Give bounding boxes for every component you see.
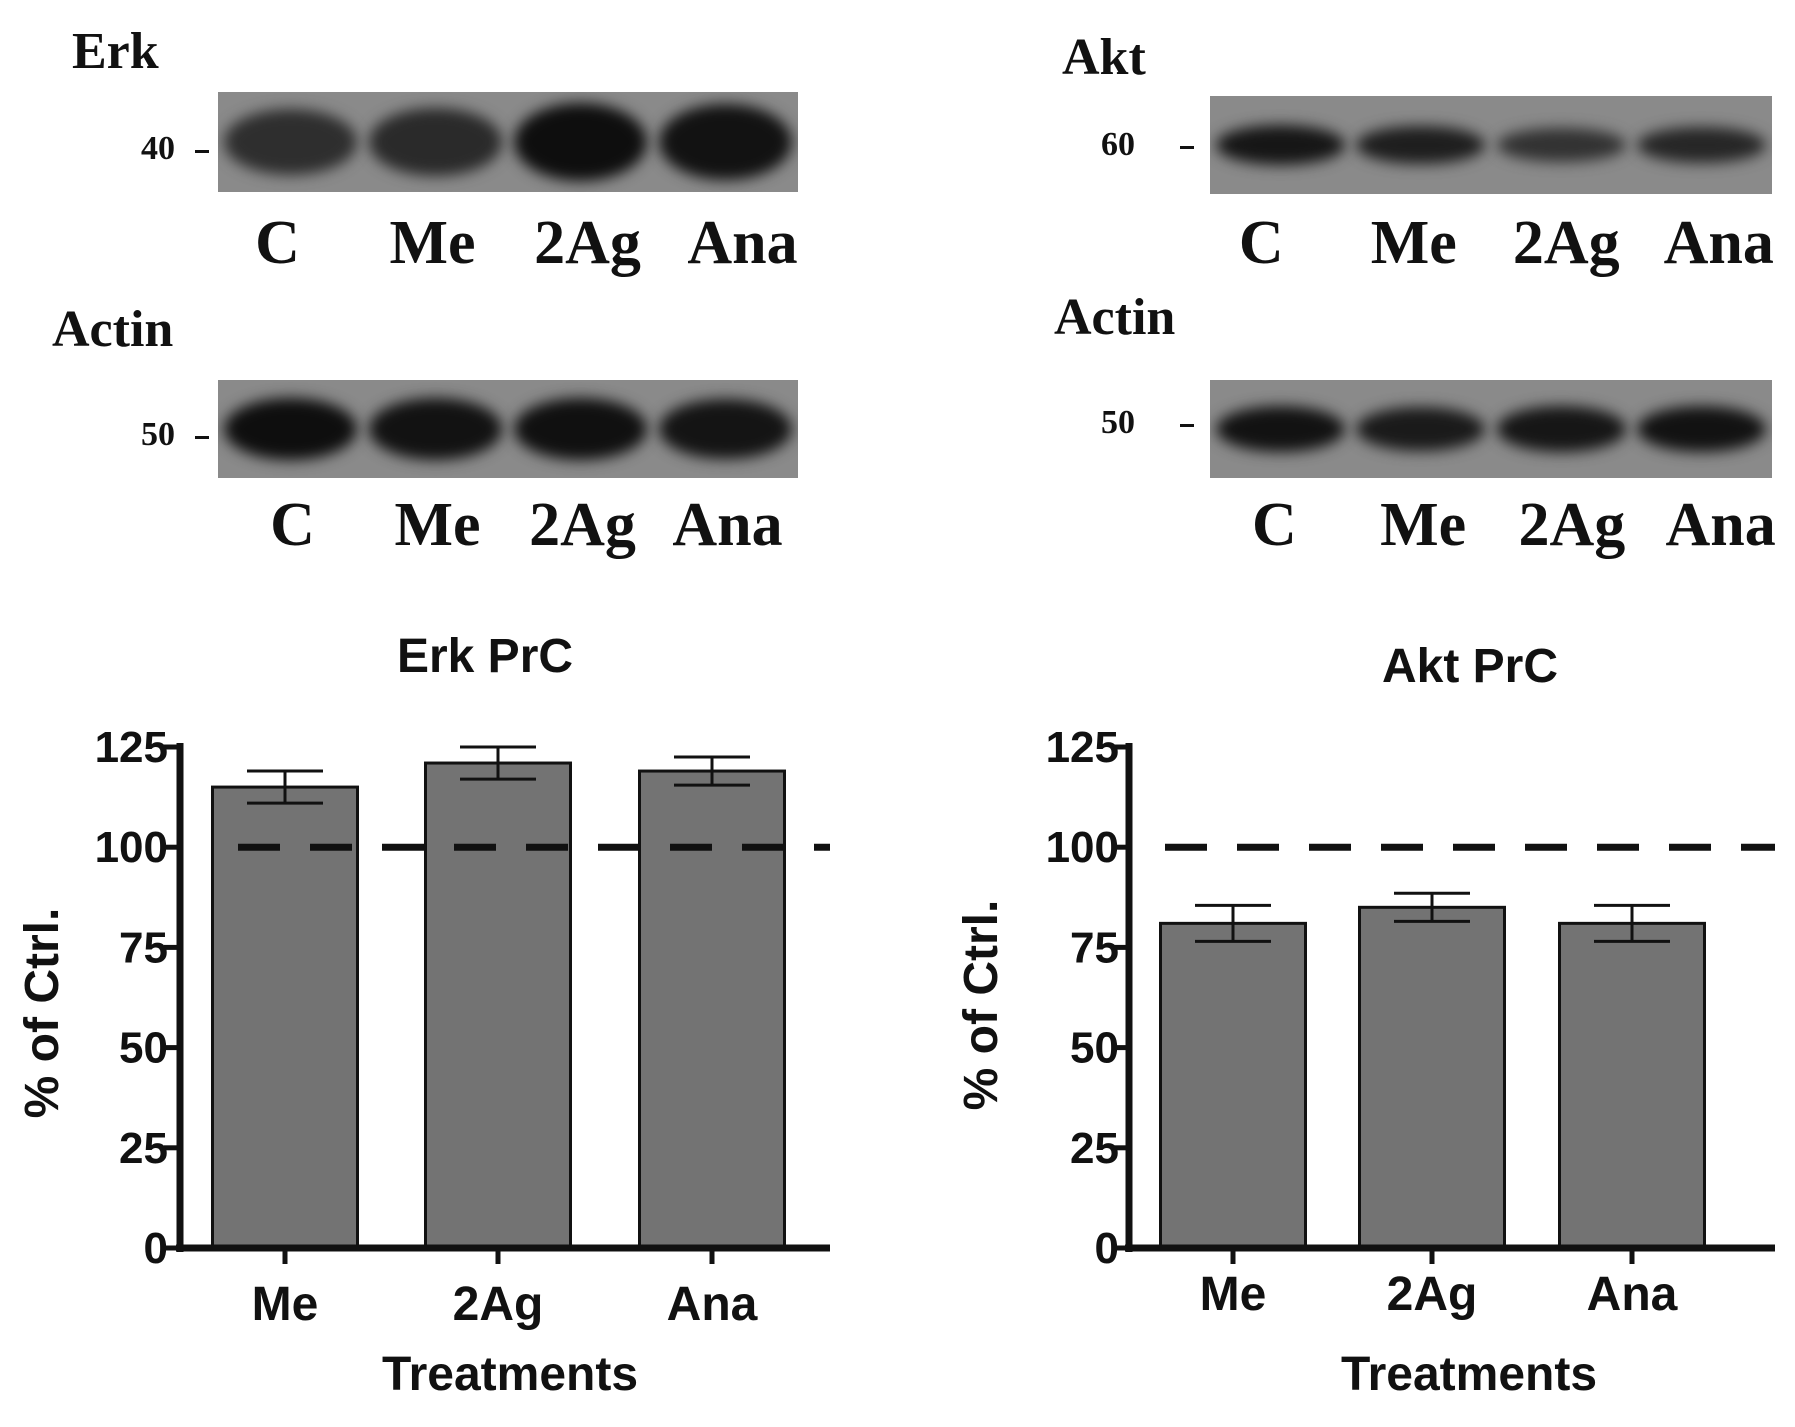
0|erkactin-lane-label: 2Ag xyxy=(529,491,636,559)
chart-title: Akt PrC xyxy=(1382,640,1558,693)
akt-protein-label: Akt xyxy=(1062,29,1146,86)
bar-2Ag xyxy=(424,761,572,1250)
akt-bar-chart: Akt PrC % of Ctrl. Treatments 0 25 50 75 100… xyxy=(955,640,1775,1401)
erk-bar-chart: Erk PrC % of Ctrl. Treatments 0 25 50 75 100… xyxy=(16,630,830,1401)
blot-band xyxy=(368,108,503,176)
blot-band xyxy=(223,109,358,175)
1|akt-lane-label: Me xyxy=(1370,209,1457,277)
0|erkactin-lane-label: C xyxy=(270,491,315,559)
erk-actin-lane-labels: C Me 2Ag Ana xyxy=(220,490,800,561)
y-tick-label: 25 xyxy=(1070,1124,1119,1173)
x-tick-label-2Ag: 2Ag xyxy=(1387,1268,1478,1321)
akt-blot-panel: Akt 60 C Me 2Ag Ana Actin 50 C Me 2Ag Ana xyxy=(0,0,1795,560)
erk-actin-mw-label: 50 xyxy=(141,416,175,453)
y-tick-label: 25 xyxy=(119,1124,168,1173)
erk-mw-dash xyxy=(195,150,209,153)
x-axis-label: Treatments xyxy=(382,1348,638,1401)
x-tick-label-Me: Me xyxy=(1200,1268,1267,1321)
1|akt-lane-label: 2Ag xyxy=(1512,209,1620,277)
y-tick-label: 125 xyxy=(95,723,168,772)
x-tick-label-Ana: Ana xyxy=(667,1278,758,1331)
blot-band xyxy=(1637,405,1767,453)
blot-band xyxy=(1215,125,1345,165)
erk-actin-blot-image xyxy=(218,380,798,478)
bar-Ana xyxy=(638,769,786,1250)
y-tick-label: 125 xyxy=(1046,723,1119,772)
akt-actin-label: Actin xyxy=(1054,289,1176,346)
y-tick-label: 100 xyxy=(1046,823,1119,872)
erk-mw-label: 40 xyxy=(141,130,175,167)
0|erk-lane-label: 2Ag xyxy=(534,209,641,277)
y-tick-label: 75 xyxy=(1070,923,1119,972)
1|aktactin-lane-label: 2Ag xyxy=(1518,491,1626,559)
1|aktactin-lane-label: Me xyxy=(1380,491,1467,559)
blot-band xyxy=(513,102,648,182)
blot-band xyxy=(1356,406,1486,452)
y-axis-label: % of Ctrl. xyxy=(955,900,1008,1111)
akt-mw-dash xyxy=(1180,146,1194,149)
y-tick-label: 0 xyxy=(1095,1224,1119,1273)
bar-Me xyxy=(1159,921,1307,1250)
akt-mw-label: 60 xyxy=(1101,126,1135,163)
erk-protein-label: Erk xyxy=(72,23,159,80)
0|erk-lane-label: Ana xyxy=(687,209,798,277)
blot-band xyxy=(1215,405,1345,453)
akt-blot-image xyxy=(1210,96,1772,194)
erk-lane-labels: C Me 2Ag Ana xyxy=(200,208,820,279)
bar-2Ag xyxy=(1358,905,1506,1250)
0|erkactin-lane-label: Ana xyxy=(672,491,783,559)
akt-actin-mw-dash xyxy=(1180,424,1194,427)
erk-actin-label: Actin xyxy=(52,301,174,358)
0|erk-lane-label: C xyxy=(255,209,300,277)
1|akt-lane-label: Ana xyxy=(1663,209,1774,277)
x-tick-label-Ana: Ana xyxy=(1587,1268,1678,1321)
erk-blot-image xyxy=(218,92,798,192)
bar-Me xyxy=(211,785,359,1250)
bar-Ana xyxy=(1558,921,1706,1250)
y-tick-label: 50 xyxy=(119,1024,168,1073)
x-tick-label-2Ag: 2Ag xyxy=(453,1278,544,1331)
blot-band xyxy=(368,398,503,460)
y-tick-label: 100 xyxy=(95,823,168,872)
blot-band xyxy=(658,398,793,460)
x-tick-label-Me: Me xyxy=(252,1278,319,1331)
erk-blot-panel: Erk 40 C Me 2Ag Ana Actin 50 C Me 2Ag Ana xyxy=(0,0,820,560)
x-axis-label: Treatments xyxy=(1341,1348,1597,1401)
plot-area: 0 25 50 75 100 125 Me 2Ag Ana xyxy=(1046,723,1775,1321)
blot-band xyxy=(1356,126,1486,164)
0|erkactin-lane-label: Me xyxy=(394,491,481,559)
y-tick-label: 75 xyxy=(119,923,168,972)
akt-actin-mw-label: 50 xyxy=(1101,404,1135,441)
blot-band xyxy=(1637,126,1767,164)
blot-band xyxy=(1496,128,1626,162)
plot-area: 0 25 50 75 100 125 Me 2Ag Ana xyxy=(95,723,830,1331)
blot-band xyxy=(1496,406,1626,452)
0|erk-lane-label: Me xyxy=(389,209,476,277)
blot-band xyxy=(223,397,358,461)
y-tick-label: 0 xyxy=(144,1224,168,1273)
y-tick-label: 50 xyxy=(1070,1024,1119,1073)
1|aktactin-lane-label: Ana xyxy=(1665,491,1776,559)
akt-actin-lane-labels: C Me 2Ag Ana xyxy=(1200,490,1795,561)
y-axis-label: % of Ctrl. xyxy=(16,908,69,1119)
erk-actin-mw-dash xyxy=(195,436,209,439)
1|aktactin-lane-label: C xyxy=(1251,491,1297,559)
chart-title: Erk PrC xyxy=(397,630,573,683)
1|akt-lane-label: C xyxy=(1238,209,1284,277)
akt-actin-blot-image xyxy=(1210,380,1772,478)
akt-lane-labels: C Me 2Ag Ana xyxy=(1185,208,1795,279)
blot-band xyxy=(658,103,793,181)
blot-band xyxy=(513,398,648,460)
